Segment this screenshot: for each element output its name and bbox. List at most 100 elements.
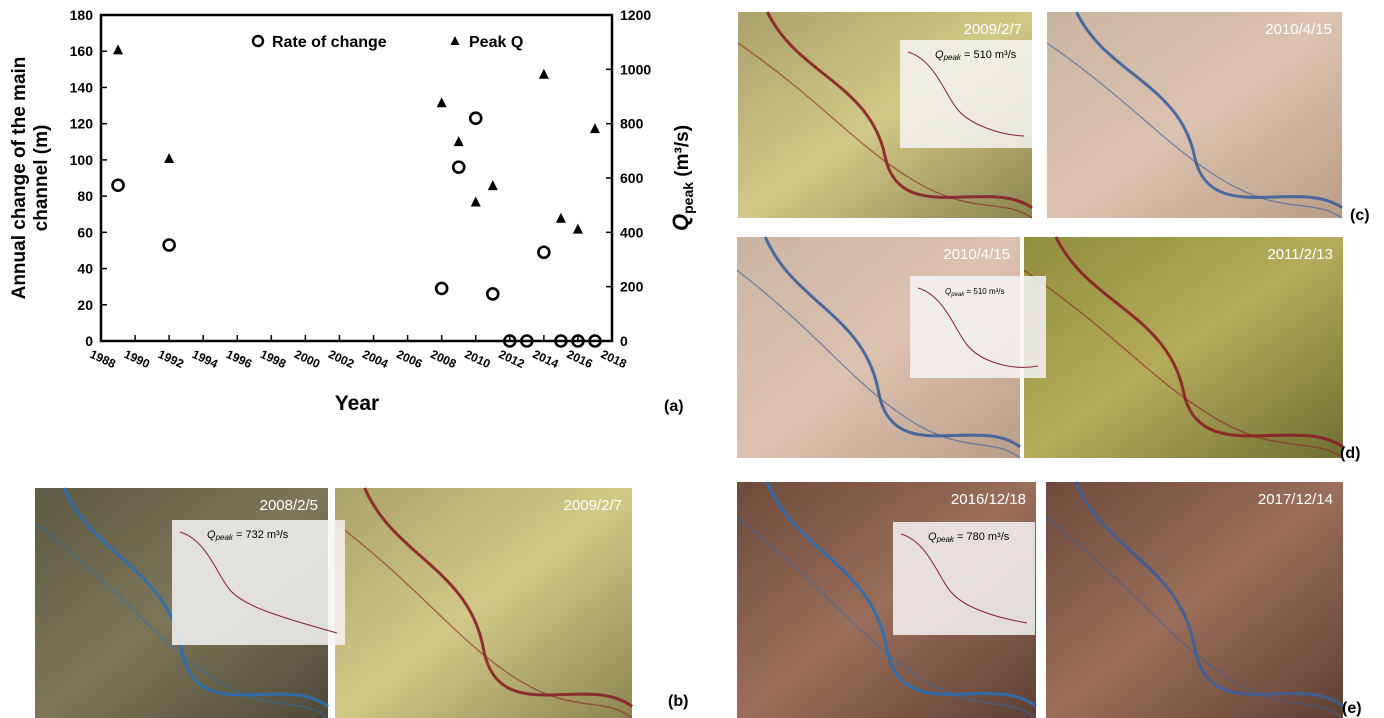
annotation-sub: peak — [943, 53, 962, 62]
panel-label: (c) — [1350, 207, 1370, 224]
circle-marker — [434, 281, 449, 296]
image-date: 2010/4/15 — [1265, 21, 1332, 38]
y-tick-label: 180 — [70, 7, 94, 23]
x-tick-label: 2018 — [599, 347, 629, 371]
y-axis-label: Annual change of the mainchannel (m) — [9, 57, 52, 300]
annotation-symbol: Q — [945, 287, 951, 296]
annotation-value: = 510 m³/s — [964, 287, 1004, 296]
hydrograph-inset — [910, 276, 1046, 378]
circle-marker — [451, 160, 466, 174]
legend-marker — [251, 34, 265, 48]
y-axis-label: Annual change of the main — [9, 57, 30, 300]
hydrograph-inset — [893, 522, 1035, 635]
circle-marker — [111, 178, 125, 193]
x-tick-label: 2002 — [326, 347, 356, 371]
circle-marker — [502, 334, 517, 348]
image-date: 2008/2/5 — [260, 497, 318, 514]
annotation-sub: peak — [950, 292, 965, 298]
image-date: 2011/2/13 — [1267, 246, 1333, 263]
image-date: 2017/12/14 — [1258, 491, 1333, 508]
y-tick-label: 0 — [85, 333, 93, 349]
circle-marker — [537, 245, 551, 260]
circle-marker — [571, 334, 585, 348]
triangle-marker — [487, 180, 498, 191]
x-tick-label: 1990 — [122, 347, 152, 371]
x-tick-label: 1992 — [156, 347, 186, 371]
legend-label: Peak Q — [469, 34, 523, 51]
hydrograph-line — [900, 533, 1028, 624]
river-braid — [334, 521, 633, 718]
image-date: 2009/2/7 — [564, 497, 622, 514]
triangle-marker — [589, 123, 600, 134]
y2-tick-label: 1000 — [620, 61, 651, 77]
x-tick-label: 1998 — [258, 347, 288, 371]
y-tick-label: 20 — [77, 297, 93, 313]
hydrograph-line — [907, 51, 1025, 137]
plot-frame — [99, 13, 614, 343]
x-tick-label: 1994 — [190, 347, 220, 371]
triangle-marker — [572, 223, 583, 234]
river-braid — [1045, 516, 1344, 718]
image-date: 2010/4/15 — [943, 246, 1010, 263]
y2-tick-label: 200 — [620, 279, 644, 295]
hydrograph-annotation: Qpeak = 780 m³/s — [928, 531, 1010, 544]
circle-marker — [468, 111, 483, 126]
annotation-symbol: Q — [207, 529, 216, 541]
legend-label: Rate of change — [272, 34, 387, 51]
y-tick-label: 60 — [77, 224, 93, 240]
circle-marker — [554, 334, 568, 348]
x-axis-label: Year — [335, 392, 379, 415]
river-channel — [766, 11, 1033, 209]
triangle-marker — [453, 136, 464, 147]
river-channel — [62, 487, 329, 708]
hydrograph-line — [917, 287, 1039, 368]
hydrograph-annotation: Qpeak = 510 m³/s — [945, 287, 1005, 298]
river-channel — [1054, 236, 1344, 449]
y2-label-symbol: Q — [668, 214, 693, 231]
hydrograph-annotation: Qpeak = 732 m³/s — [207, 529, 289, 542]
river-braid — [736, 516, 1037, 718]
legend-marker — [450, 36, 460, 45]
annotation-sub: peak — [215, 533, 234, 542]
circle-marker — [588, 334, 602, 348]
x-tick-label: 1996 — [224, 347, 254, 371]
panel-label: (e) — [1342, 700, 1362, 717]
y2-label-sub: peak — [680, 182, 696, 214]
river-channel — [763, 236, 1021, 449]
river-channel — [1074, 481, 1344, 708]
x-tick-label: 2012 — [497, 347, 527, 371]
hydrograph-inset — [900, 40, 1032, 148]
river-braid — [736, 269, 1021, 459]
river-braid — [1046, 42, 1343, 219]
image-date: 2009/2/7 — [964, 21, 1022, 38]
river-channel — [1075, 11, 1343, 209]
satellite-image — [1046, 482, 1343, 718]
satellite-image — [1047, 12, 1342, 218]
chart-a: 0 20 40 60 80 100 120 140 160 180 0 200 400 600 800 100… — [9, 7, 696, 415]
circle-marker — [520, 334, 534, 348]
annotation-value: = 732 m³/s — [233, 529, 289, 541]
satellite-image — [1024, 237, 1343, 458]
satellite-image — [335, 488, 632, 718]
panel-label: (b) — [668, 693, 688, 710]
y2-label-unit: (m³/s) — [672, 125, 693, 182]
triangle-marker — [555, 212, 566, 223]
image-panels: 2008/2/5 2009/2/7 Qpeak = 732 m³/s (b) 2009/… — [34, 11, 1370, 718]
panel-label: (d) — [1340, 445, 1360, 462]
hydrograph-line — [179, 531, 338, 634]
annotation-value: = 510 m³/s — [961, 49, 1017, 61]
annotation-value: = 780 m³/s — [954, 531, 1010, 543]
triangle-marker — [164, 152, 175, 163]
y2-tick-label: 0 — [620, 333, 628, 349]
y-tick-label: 100 — [70, 152, 94, 168]
y2-axis-label: Qpeak (m³/s) — [668, 125, 696, 231]
river-braid — [34, 521, 329, 718]
y-tick-label: 120 — [70, 116, 94, 132]
triangle-marker — [436, 97, 447, 108]
y-tick-label: 40 — [77, 261, 93, 277]
y-axis-label: channel (m) — [31, 125, 52, 232]
x-tick-label: 1988 — [88, 347, 118, 371]
y2-tick-label: 400 — [620, 224, 644, 240]
circle-marker — [162, 238, 176, 252]
panel-label: (a) — [664, 398, 684, 415]
